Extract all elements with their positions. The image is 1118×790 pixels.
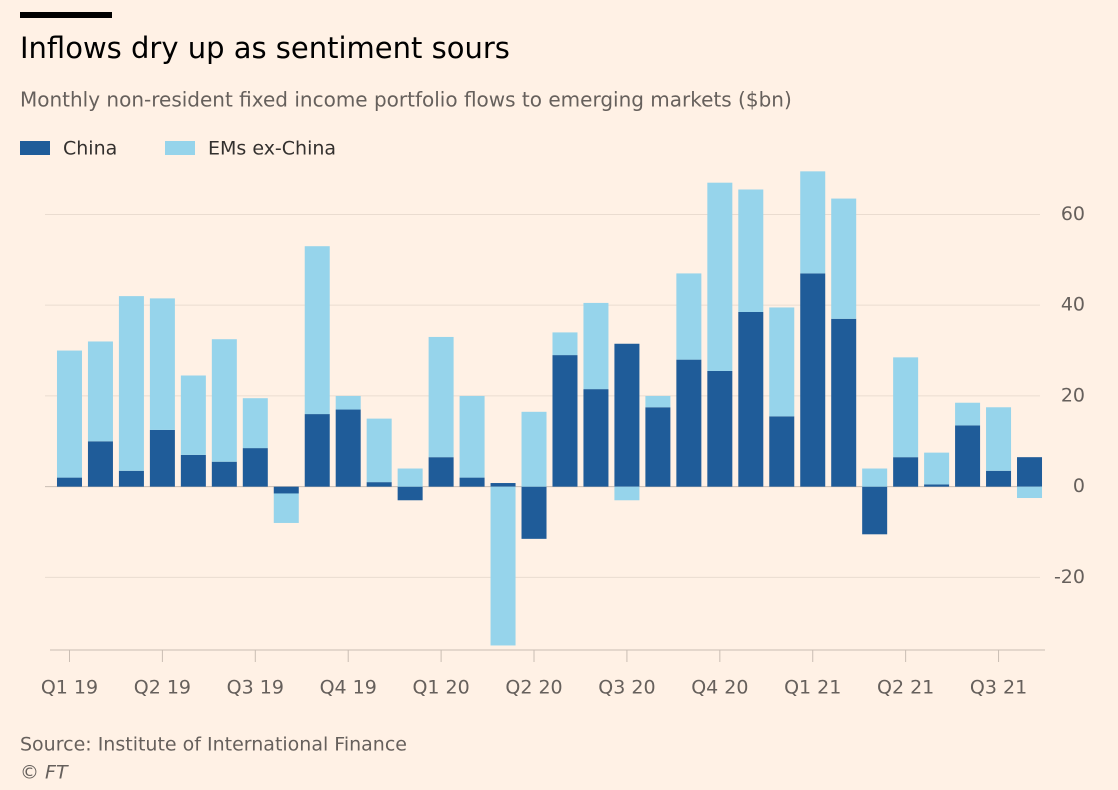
bar [924,452,950,485]
bar [893,457,919,487]
bar [335,409,361,487]
credit: © FT [20,762,69,784]
bar [490,483,516,487]
source: Source: Institute of International Finan… [20,734,407,756]
bar [273,493,299,523]
bar [459,477,485,487]
bar [614,343,640,487]
bar [583,389,609,487]
chart-subtitle: Monthly non-resident fixed income portfo… [20,88,792,112]
bar [87,441,113,487]
bar [366,418,392,483]
x-tick-label: Q2 19 [134,677,191,699]
y-tick-label: 40 [1061,294,1085,316]
bar [924,484,950,487]
bar [552,332,578,356]
bar [552,355,578,487]
bar [118,296,144,471]
y-tick-label: -20 [1054,566,1085,588]
legend-label: EMs ex-China [208,138,336,160]
legend: China EMs ex-China [20,138,336,160]
bar [800,273,826,487]
x-tick-label: Q3 21 [970,677,1027,699]
bar [769,416,795,487]
bar [56,477,82,487]
x-tick-label: Q4 20 [691,677,748,699]
bar [118,470,144,487]
bar [149,298,175,430]
bar [428,457,454,487]
bar [242,398,268,449]
x-tick-label: Q3 19 [227,677,284,699]
bar [521,411,547,487]
bar [583,302,609,390]
bar [211,461,237,487]
bar [614,486,640,501]
bar [1017,457,1043,487]
bar [738,189,764,312]
bar [800,171,826,274]
bar [180,454,206,487]
bar [180,375,206,455]
bar [862,486,888,535]
legend-label: China [63,138,117,160]
bar [707,370,733,487]
bar [676,359,702,487]
bar [831,198,857,319]
bar [273,486,299,494]
bar [490,486,516,646]
bar [1017,486,1043,499]
bar [242,448,268,487]
y-tick-label: 0 [1073,475,1085,497]
bar [87,341,113,442]
bar [304,414,330,487]
title-rule [20,12,112,18]
bar [955,402,981,426]
bar [862,468,888,487]
bar [521,486,547,539]
bar [831,318,857,487]
x-tick-label: Q3 20 [598,677,655,699]
bar [738,311,764,487]
legend-swatch [20,141,50,155]
bar [955,425,981,487]
y-tick-label: 20 [1061,384,1085,406]
x-tick-label: Q4 19 [320,677,377,699]
bar [366,482,392,487]
bar [211,339,237,462]
legend-swatch [165,141,195,155]
bar [428,336,454,458]
bar [397,486,423,501]
bar [676,273,702,360]
bar [645,407,671,487]
bar [397,468,423,487]
bar [707,182,733,371]
bar [645,395,671,408]
bar [893,357,919,458]
x-tick-label: Q1 21 [784,677,841,699]
bar [986,407,1012,471]
x-tick-label: Q1 19 [41,677,98,699]
bar [304,246,330,415]
y-tick-label: 60 [1061,203,1085,225]
bar [149,429,175,487]
bar [56,350,82,478]
bar [459,395,485,478]
x-tick-label: Q1 20 [412,677,469,699]
bar [769,307,795,417]
x-tick-label: Q2 21 [877,677,934,699]
bar [986,470,1012,487]
bar [335,395,361,410]
x-tick-label: Q2 20 [505,677,562,699]
chart-title: Inflows dry up as sentiment sours [20,31,510,65]
